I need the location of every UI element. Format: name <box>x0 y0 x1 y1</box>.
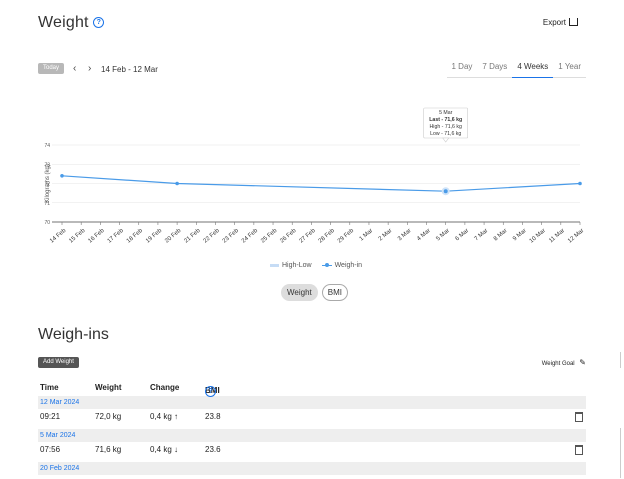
tooltip-date: 5 Mar <box>439 110 453 116</box>
x-tick-label: 19 Feb <box>145 228 164 245</box>
y-tick-label: 71 <box>44 201 50 207</box>
export-button[interactable]: Export <box>543 17 578 27</box>
col-time: Time <box>40 383 59 392</box>
x-tick-label: 21 Feb <box>183 228 202 245</box>
tooltip-high: High - 71,6 kg <box>430 124 462 130</box>
y-tick-label: 72 <box>44 182 50 188</box>
cell-weight: 71,6 kg <box>95 445 122 454</box>
legend-weigh-in-label: Weigh-in <box>334 262 363 269</box>
view-toggle: Weight BMI <box>281 284 348 301</box>
page-title-text: Weight <box>38 14 89 31</box>
x-tick-label: 24 Feb <box>241 228 260 245</box>
cell-change: 0,4 kg ↑ <box>150 412 179 421</box>
x-tick-label: 9 Mar <box>512 228 528 242</box>
range-tab-1[interactable]: 7 Days <box>482 62 508 71</box>
cell-weight: 72,0 kg <box>95 412 122 421</box>
next-range-button[interactable]: › <box>88 63 92 74</box>
pencil-icon: ✎ <box>579 358 586 367</box>
prev-range-button[interactable]: ‹ <box>73 63 77 74</box>
weight-view-button[interactable]: Weight <box>281 284 318 301</box>
table-body: 12 Mar 2024 09:21 72,0 kg 0,4 kg ↑ 23.8 5 Mar… <box>38 396 586 475</box>
x-tick-label: 20 Feb <box>164 228 183 245</box>
x-tick-label: 8 Mar <box>493 228 509 242</box>
y-tick-label: 74 <box>44 143 50 149</box>
weigh-in-point <box>441 187 450 196</box>
weigh-in-point <box>175 181 179 186</box>
x-tick-label: 1 Mar <box>359 228 375 242</box>
x-tick-label: 12 Mar <box>567 228 585 245</box>
x-tick-label: 11 Mar <box>548 228 566 244</box>
weigh-in-point <box>60 174 64 178</box>
x-tick-label: 28 Feb <box>318 228 337 245</box>
cell-time: 07:56 <box>40 445 61 454</box>
weigh-in-point <box>578 181 582 186</box>
x-tick-label: 2 Mar <box>378 228 394 242</box>
x-tick-label: 6 Mar <box>455 228 471 242</box>
export-label: Export <box>542 18 566 27</box>
weighins-title: Weigh-ins <box>38 326 109 343</box>
cell-bmi: 23.6 <box>205 445 221 454</box>
y-axis-label: Kilograms (kg) <box>45 164 51 203</box>
download-icon <box>569 18 578 26</box>
date-group-header: 12 Mar 2024 <box>38 396 586 409</box>
weight-goal-label: Weight Goal <box>541 361 575 367</box>
x-tick-label: 22 Feb <box>203 228 222 245</box>
bmi-view-button[interactable]: BMI <box>321 284 348 301</box>
x-tick-label: 3 Mar <box>397 228 413 242</box>
weight-chart: 70 71 72 73 74 Kilograms (kg) 14 Feb 15 Feb 16 F… <box>44 107 585 245</box>
x-tick-label: 10 Mar <box>529 228 547 245</box>
tooltip-pointer <box>442 137 450 143</box>
date-group-header: 5 Mar 2024 <box>38 429 586 442</box>
range-tab-0[interactable]: 1 Day <box>451 62 473 71</box>
side-panel-handle[interactable] <box>620 352 624 368</box>
cell-bmi: 23.8 <box>205 412 221 421</box>
high-low-swatch-icon <box>270 263 279 267</box>
side-panel-handle-lower[interactable] <box>620 428 624 478</box>
col-change: Change <box>150 383 180 392</box>
tooltip-last: Last - 71,6 kg <box>429 117 462 123</box>
x-tick-label: 5 Mar <box>435 228 451 242</box>
weigh-in-swatch-icon <box>321 262 332 267</box>
cell-change: 0,4 kg ↓ <box>150 445 179 454</box>
legend-high-low[interactable]: High-Low <box>270 262 312 269</box>
range-tab-3[interactable]: 1 Year <box>558 62 581 71</box>
add-weight-button[interactable]: Add Weight <box>38 357 79 368</box>
y-tick-label: 70 <box>44 220 50 226</box>
cell-time: 09:21 <box>40 412 61 421</box>
weighins-table: Time Weight Change BMI ? 12 Mar 2024 09:2… <box>38 380 586 475</box>
x-tick-label: 18 Feb <box>126 228 145 245</box>
today-button[interactable]: Today <box>38 63 64 74</box>
bmi-help-icon[interactable]: ? <box>205 386 216 397</box>
tooltip-low: Low - 71,6 kg <box>430 131 461 137</box>
legend-high-low-label: High-Low <box>282 262 312 269</box>
range-tabs: 1 Day 7 Days 4 Weeks 1 Year <box>446 56 586 78</box>
x-tick-label: 4 Mar <box>416 228 432 242</box>
x-tick-label: 7 Mar <box>474 228 490 242</box>
weight-goal-button[interactable]: Weight Goal ✎ <box>542 358 586 367</box>
page-title: Weight ? <box>38 14 105 32</box>
chart-legend: High-Low Weigh-in <box>270 262 362 269</box>
table-row[interactable]: 07:56 71,6 kg 0,4 kg ↓ 23.6 <box>38 442 586 460</box>
x-tick-label: 25 Feb <box>260 228 279 245</box>
x-tick-label: 17 Feb <box>107 228 126 245</box>
x-tick-label: 29 Feb <box>337 228 356 245</box>
table-header: Time Weight Change BMI ? <box>38 380 586 397</box>
table-row[interactable]: 09:21 72,0 kg 0,4 kg ↑ 23.8 <box>38 409 586 427</box>
help-icon[interactable]: ? <box>93 17 105 29</box>
x-tick-label: 27 Feb <box>299 228 318 245</box>
trash-icon[interactable] <box>575 445 583 455</box>
x-tick-label: 23 Feb <box>222 228 241 245</box>
x-tick-label: 14 Feb <box>49 228 68 245</box>
x-tick-label: 15 Feb <box>68 228 87 245</box>
legend-weigh-in[interactable]: Weigh-in <box>321 262 363 269</box>
range-tab-2[interactable]: 4 Weeks <box>512 56 554 78</box>
date-group-header: 20 Feb 2024 <box>38 462 586 475</box>
date-range-label: 14 Feb - 12 Mar <box>101 65 158 74</box>
trash-icon[interactable] <box>575 412 583 422</box>
weigh-in-line <box>61 175 581 192</box>
x-tick-label: 26 Feb <box>279 228 298 245</box>
col-weight: Weight <box>95 383 122 392</box>
x-tick-label: 16 Feb <box>87 228 106 245</box>
y-tick-label: 73 <box>44 162 50 168</box>
